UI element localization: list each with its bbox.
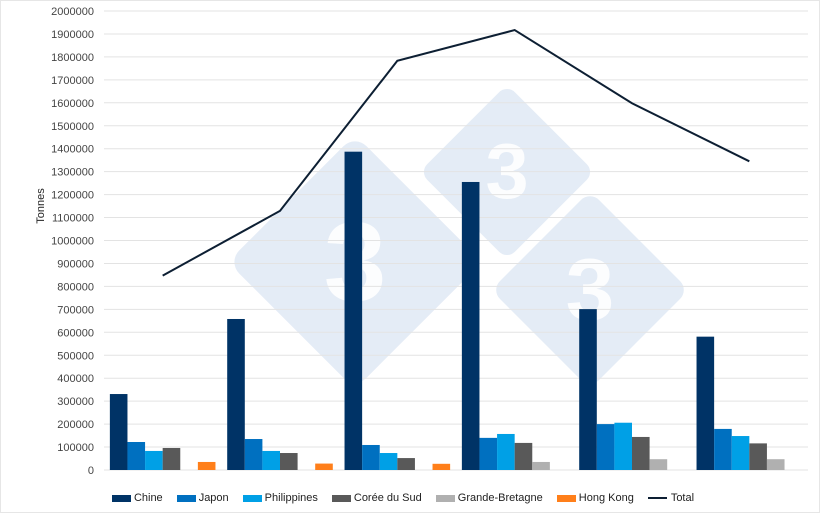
legend-swatch-icon [556,494,576,502]
bar-philippines [145,450,163,470]
bar-philippines [379,453,398,470]
y-tick-label: 1800000 [51,52,94,64]
y-axis-label: Tonnes [35,188,47,224]
bar-corée-du-sud [280,453,298,470]
y-tick-label: 0 [88,465,94,477]
bar-corée-du-sud [514,442,533,470]
y-tick-label: 2000000 [51,6,94,18]
bar-japon [596,424,615,470]
bar-chine [696,336,715,470]
y-tick-label: 1400000 [51,144,94,156]
legend-item-chine: Chine [111,492,163,504]
y-tick-label: 1200000 [51,190,94,202]
legend-item-japon: Japon [176,492,229,504]
legend-label: Corée du Sud [353,492,422,504]
bar-corée-du-sud [632,436,650,470]
bar-chine [461,181,480,471]
y-tick-label: 1000000 [51,236,94,248]
watermark-logo: 333 [234,88,684,384]
y-tick-label: 800000 [57,281,94,293]
y-tick-label: 1300000 [51,167,94,179]
bar-japon [714,428,732,470]
bar-grande-bretagne [649,459,668,470]
bar-corée-du-sud [162,447,181,470]
y-tick-label: 1700000 [51,75,94,87]
y-tick-label: 1600000 [51,98,94,110]
legend-label: Japon [198,492,229,504]
bar-hong-kong [432,463,451,470]
legend-label: Grande-Bretagne [457,492,543,504]
bar-series [109,151,785,471]
bar-philippines [262,450,280,470]
y-tick-label: 900000 [57,258,94,270]
legend-item-philippines: Philippines [242,492,318,504]
y-axis-ticks: 0 100000 200000 300000 400000 500000 600000 700… [51,6,94,477]
legend-line-icon [647,497,667,499]
legend-label: Hong Kong [578,492,634,504]
legend-item-grande-bretagne: Grande-Bretagne [435,492,543,504]
y-tick-label: 100000 [57,442,94,454]
legend-swatch-icon [331,494,351,502]
chart-plot: 333 0 100000 200000 300000 400000 500000 60000… [51,6,808,477]
y-tick-label: 600000 [57,327,94,339]
legend-item-total: Total [647,492,695,504]
legend-item-hong-kong: Hong Kong [556,492,634,504]
bar-japon [244,439,263,470]
y-tick-label: 1100000 [52,213,94,225]
y-tick-label: 400000 [57,373,94,385]
bar-chine [344,151,363,470]
y-tick-label: 1900000 [51,29,94,41]
bar-hong-kong [197,461,216,470]
bar-philippines [614,422,632,470]
legend-item-corée-du-sud: Corée du Sud [331,492,422,504]
bar-grande-bretagne [766,459,785,470]
bar-philippines [731,436,750,470]
gridlines [104,10,808,471]
legend-label: Total [670,492,695,504]
bar-philippines [497,433,515,470]
bar-japon [127,442,146,470]
bar-chine [227,318,245,470]
bar-grande-bretagne [532,461,550,470]
bar-chine [109,394,128,470]
bar-corée-du-sud [749,443,767,470]
y-tick-label: 500000 [57,350,94,362]
legend-swatch-icon [435,494,455,502]
legend: Chine Japon Philippines Corée du Sud Grande-… [0,488,820,508]
y-tick-label: 1500000 [51,121,94,133]
y-tick-label: 200000 [57,419,94,431]
bar-japon [362,444,380,470]
bar-japon [479,437,498,470]
legend-swatch-icon [242,494,262,502]
total-line [162,28,750,277]
legend-label: Chine [133,492,163,504]
legend-swatch-icon [111,494,131,502]
bar-corée-du-sud [397,458,415,470]
bar-hong-kong [315,463,333,470]
y-tick-label: 300000 [57,396,94,408]
watermark-diamond: 3 [496,196,684,384]
bar-chine [579,309,597,470]
y-tick-label: 700000 [57,304,94,316]
legend-swatch-icon [176,494,196,502]
legend-label: Philippines [264,492,318,504]
